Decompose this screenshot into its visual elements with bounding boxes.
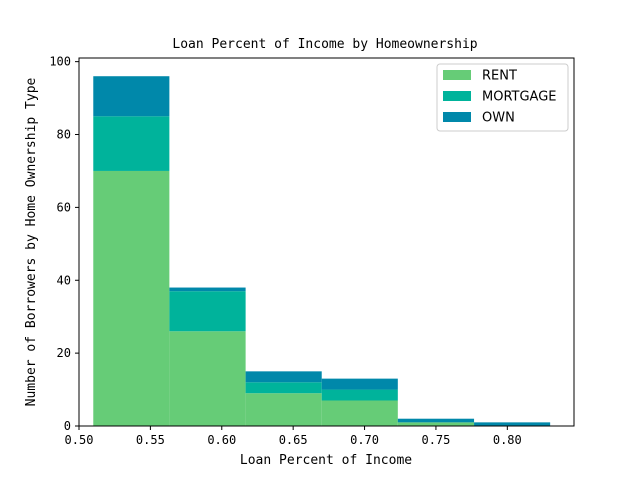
bars-layer	[93, 76, 551, 426]
bar-rent-3	[321, 400, 398, 426]
x-tick-label: 0.60	[207, 433, 236, 447]
plot-frame	[78, 57, 575, 427]
x-axis: 0.50 0.55 0.60 0.65 0.70 0.75 0.80	[65, 426, 522, 447]
legend-swatch-rent	[443, 70, 471, 80]
bar-rent-1	[169, 331, 246, 426]
bar-own-4	[397, 418, 475, 423]
legend-label-mortgage: MORTGAGE	[482, 90, 557, 105]
bar-own-5	[474, 422, 551, 426]
x-tick-label: 0.70	[350, 433, 379, 447]
x-tick-label: 0.80	[493, 433, 522, 447]
y-tick-label: 40	[57, 273, 71, 287]
bar-mortgage-1	[169, 291, 246, 332]
x-tick-label: 0.50	[65, 433, 94, 447]
y-tick-label: 80	[57, 128, 71, 142]
x-axis-label: Loan Percent of Income	[240, 453, 412, 468]
bar-rent-4	[397, 422, 475, 426]
y-tick-label: 60	[57, 200, 71, 214]
bar-mortgage-0	[93, 116, 170, 171]
bar-mortgage-3	[321, 389, 398, 401]
x-tick-label: 0.65	[279, 433, 308, 447]
x-tick-label: 0.75	[421, 433, 450, 447]
legend: RENT MORTGAGE OWN	[436, 63, 569, 132]
legend-swatch-mortgage	[443, 91, 471, 101]
bar-rent-2	[245, 393, 322, 426]
chart-title: Loan Percent of Income by Homeownership	[172, 37, 477, 52]
y-tick-label: 0	[64, 419, 71, 433]
x-tick-label: 0.55	[136, 433, 165, 447]
bar-own-0	[93, 76, 170, 117]
bar-own-1	[169, 287, 246, 292]
legend-label-rent: RENT	[482, 69, 517, 84]
legend-label-own: OWN	[482, 111, 515, 126]
bar-own-2	[245, 371, 322, 383]
y-axis-label: Number of Borrowers by Home Ownership Ty…	[24, 77, 39, 406]
y-tick-label: 20	[57, 346, 71, 360]
legend-swatch-own	[443, 112, 471, 122]
y-tick-label: 100	[49, 55, 71, 69]
y-axis: 0 20 40 60 80 100	[49, 55, 79, 433]
bar-mortgage-2	[245, 382, 322, 394]
bar-own-3	[321, 378, 398, 390]
bar-rent-0	[93, 170, 170, 426]
